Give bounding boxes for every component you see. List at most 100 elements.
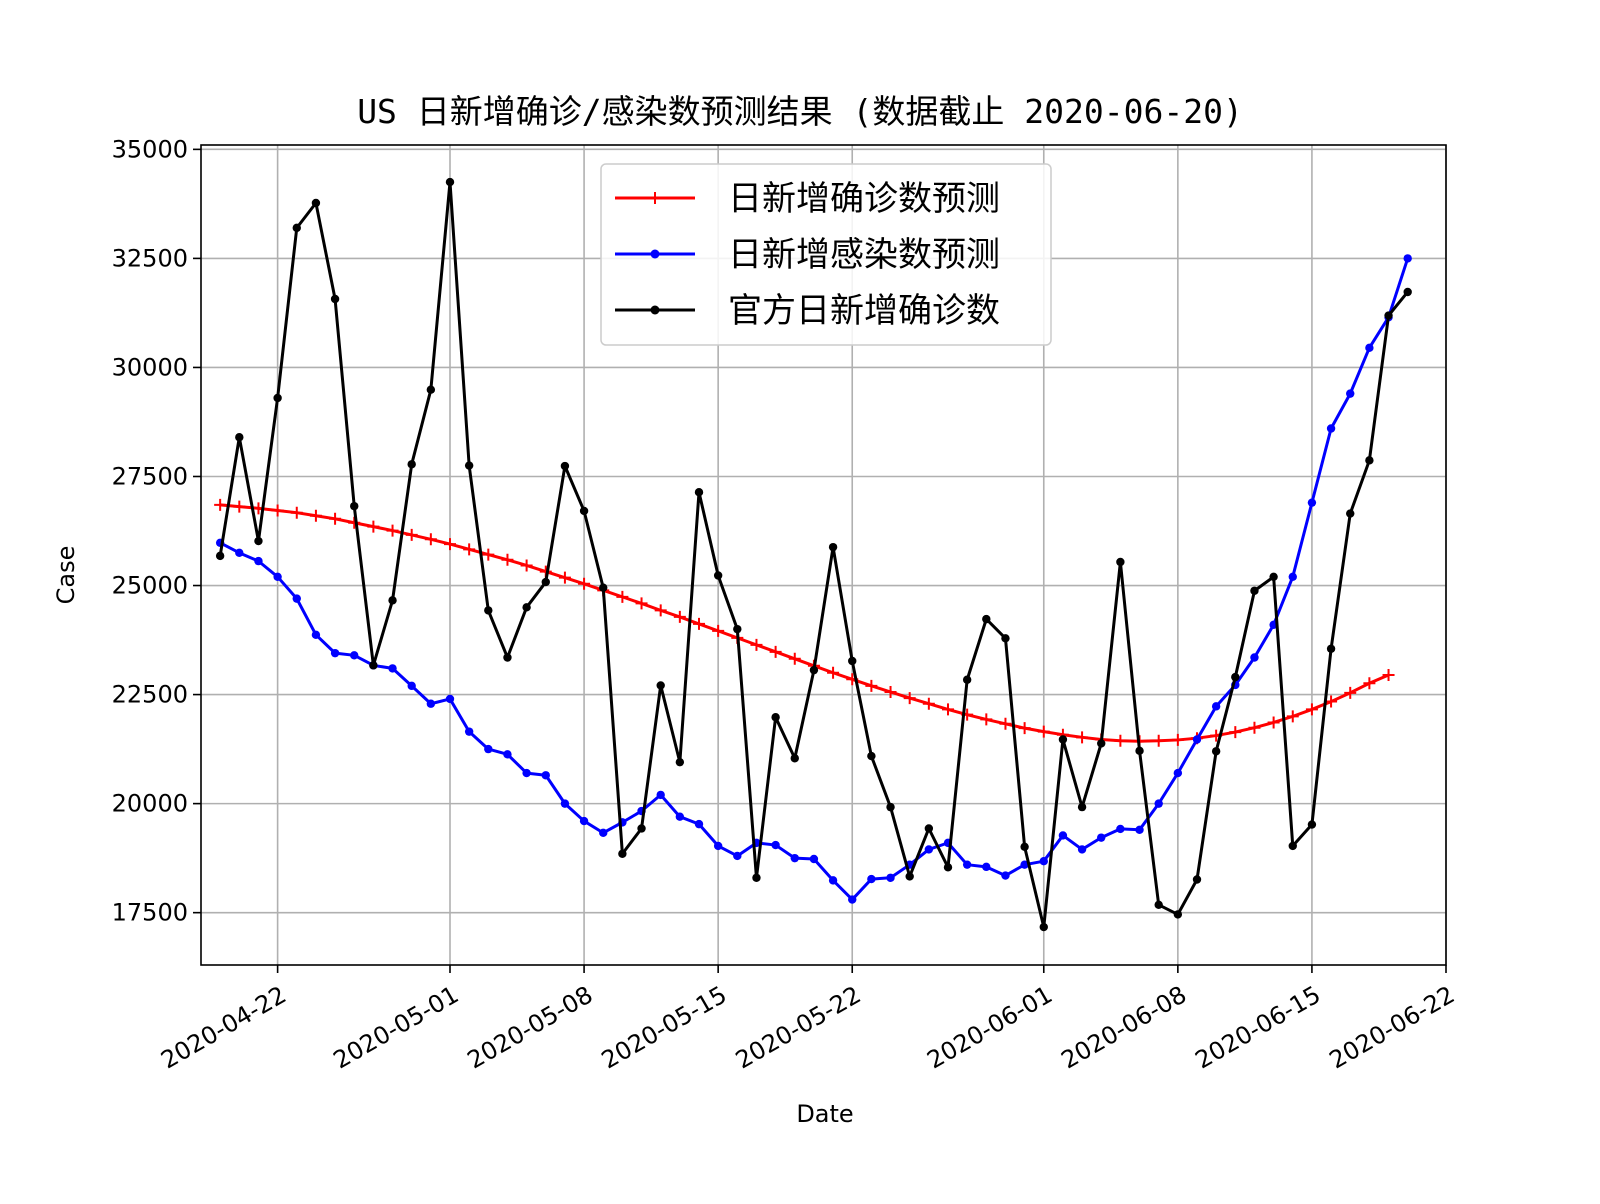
data-point (1097, 739, 1106, 748)
data-point (367, 520, 380, 533)
data-point (1363, 677, 1376, 690)
data-point (1384, 311, 1393, 320)
data-point (1250, 653, 1259, 662)
data-point (1037, 725, 1050, 738)
legend-box (600, 163, 1052, 346)
data-point (1326, 644, 1336, 653)
data-point (886, 873, 895, 882)
data-point (1211, 747, 1221, 756)
data-point (637, 824, 646, 833)
data-point (886, 802, 895, 812)
data-point (1211, 702, 1221, 711)
data-point (290, 506, 303, 519)
data-point (1192, 875, 1202, 884)
data-point (1018, 722, 1031, 735)
data-point (444, 538, 456, 551)
data-point (599, 583, 608, 592)
data-point (616, 590, 629, 603)
data-point (329, 512, 342, 525)
data-point (1229, 726, 1242, 739)
y-tick-label: 30000 (112, 353, 188, 381)
data-point (558, 571, 571, 584)
data-point (1267, 716, 1280, 729)
data-point (828, 542, 838, 552)
legend-entry: 日新增感染数预测 (615, 235, 1000, 275)
legend-marker (649, 192, 661, 204)
data-point (1154, 799, 1163, 808)
data-point (1288, 572, 1297, 582)
data-point (1039, 922, 1048, 932)
data-point (1192, 735, 1202, 744)
data-point (405, 528, 418, 541)
data-point (484, 606, 493, 615)
data-point (579, 506, 589, 516)
data-point (713, 841, 723, 851)
data-point (426, 699, 436, 708)
data-point (369, 661, 378, 670)
data-point (1116, 824, 1125, 834)
data-point (1344, 686, 1357, 699)
data-point (292, 223, 301, 233)
data-point (214, 498, 227, 511)
data-point (675, 812, 685, 821)
data-point (713, 571, 723, 580)
data-point (712, 624, 725, 637)
data-point (1326, 424, 1336, 433)
data-point (828, 876, 838, 885)
data-point (273, 393, 282, 403)
data-point (982, 614, 991, 624)
data-point (1286, 710, 1299, 723)
data-point (1097, 833, 1106, 842)
data-point (330, 648, 340, 658)
legend-entry: 日新增确诊数预测 (615, 179, 1000, 219)
data-point (924, 824, 934, 833)
data-point (1077, 845, 1087, 854)
data-point (522, 603, 531, 612)
y-tick-label: 20000 (112, 790, 188, 818)
data-point (463, 543, 476, 556)
data-point (1173, 768, 1183, 778)
data-point (407, 681, 416, 691)
data-point (1248, 721, 1261, 734)
data-point (790, 853, 799, 863)
data-point (388, 664, 397, 673)
data-point (1173, 910, 1183, 919)
series-3 (215, 177, 1412, 932)
y-tick-label: 35000 (112, 135, 188, 163)
series-layer (214, 177, 1412, 932)
data-point (464, 727, 474, 736)
data-point (654, 604, 667, 617)
data-point (541, 577, 550, 587)
data-point (1365, 456, 1374, 465)
data-point (424, 533, 437, 546)
data-point (1403, 254, 1412, 263)
data-point (215, 551, 225, 561)
data-point (1288, 841, 1297, 851)
data-point (388, 596, 397, 605)
data-point (501, 553, 514, 566)
data-point (867, 874, 876, 884)
data-point (445, 177, 455, 187)
data-point (292, 594, 301, 603)
data-point (982, 862, 991, 872)
data-point (1269, 572, 1278, 582)
data-point (1152, 734, 1165, 747)
data-point (769, 645, 782, 658)
data-point (330, 294, 340, 304)
data-point (233, 500, 246, 513)
data-point (999, 717, 1012, 730)
data-point (1135, 746, 1144, 756)
data-point (1039, 856, 1048, 866)
data-point (1076, 731, 1089, 744)
data-point (750, 638, 763, 651)
data-point (426, 385, 436, 394)
data-point (905, 872, 914, 881)
y-tick-label: 27500 (112, 462, 188, 490)
data-point (1058, 831, 1068, 840)
y-tick-label: 25000 (112, 572, 188, 600)
data-point (867, 751, 876, 761)
data-point (656, 790, 665, 800)
data-point (694, 487, 704, 497)
